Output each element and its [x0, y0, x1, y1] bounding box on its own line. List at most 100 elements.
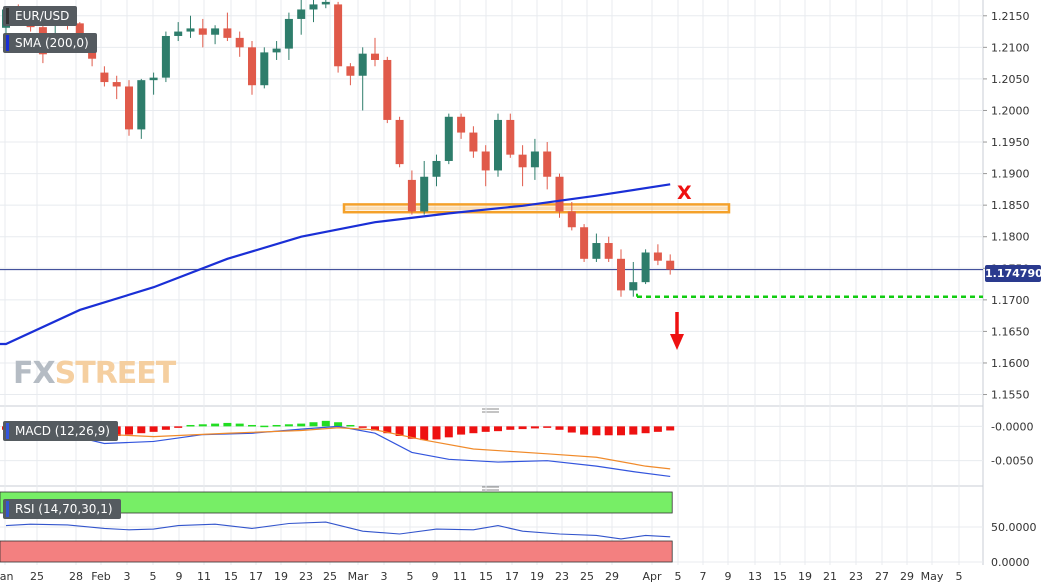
price-tick-label: 1.1900 — [991, 168, 1030, 181]
x-tick-label: Jan — [0, 570, 14, 583]
macd-histogram-bar — [555, 426, 564, 430]
macd-histogram-bar — [198, 424, 207, 427]
macd-histogram-bar — [371, 426, 379, 431]
macd-histogram-bar — [641, 426, 650, 434]
macd-histogram-bar — [321, 420, 330, 427]
macd-histogram-bar — [272, 424, 281, 427]
candle-body — [481, 151, 490, 171]
macd-histogram-bar — [161, 426, 170, 430]
watermark-street: STREET — [54, 356, 177, 391]
rsi-line — [5, 521, 671, 540]
candle-body — [149, 77, 158, 81]
macd-histogram-bar — [420, 426, 429, 441]
candle-body — [543, 151, 552, 177]
x-tick-label: 17 — [249, 570, 263, 583]
candle-body — [260, 52, 269, 86]
macd-label: MACD (12,26,9) — [15, 424, 110, 438]
macd-histogram-bar — [567, 426, 576, 433]
rsi-indicator-tag[interactable]: RSI (14,70,30,1) — [3, 499, 121, 519]
x-tick-label: 11 — [453, 570, 467, 583]
macd-histogram-bar — [506, 426, 515, 430]
candle-body — [100, 72, 109, 83]
candle-body — [567, 211, 576, 228]
instrument-tag[interactable]: EUR/USD — [3, 6, 78, 26]
x-tick-label: 25 — [30, 570, 44, 583]
instrument-color-bar — [6, 8, 9, 24]
candle-body — [494, 119, 502, 171]
macd-histogram-bar — [604, 426, 613, 436]
price-tick-label: 1.1800 — [991, 231, 1030, 244]
x-tick-label: 23 — [555, 570, 569, 583]
x-marker: X — [677, 182, 692, 204]
x-tick-label: 15 — [479, 570, 493, 583]
price-tick-label: 1.1650 — [991, 325, 1030, 338]
macd-tick-label: -0.0050 — [991, 455, 1033, 468]
macd-histogram-bar — [432, 426, 441, 440]
macd-histogram-bar — [186, 424, 195, 427]
x-tick-label: 21 — [823, 570, 837, 583]
macd-histogram-bar — [543, 426, 552, 428]
macd-color-bar — [6, 423, 9, 439]
price-tick-label: 1.1850 — [991, 199, 1030, 212]
instrument-label: EUR/USD — [15, 9, 70, 23]
pane-background — [0, 414, 983, 484]
macd-histogram-bar — [457, 426, 466, 435]
candle-body — [666, 260, 675, 270]
x-tick-label: 29 — [900, 570, 914, 583]
x-tick-label: 5 — [956, 570, 963, 583]
candle-body — [457, 116, 466, 133]
pane-background — [0, 0, 983, 404]
x-tick-label: 9 — [432, 570, 439, 583]
x-tick-label: May — [921, 570, 944, 583]
candle-body — [334, 4, 343, 67]
candle-body — [530, 151, 539, 168]
macd-histogram-bar — [149, 426, 158, 432]
macd-line — [5, 425, 671, 478]
x-tick-label: 17 — [505, 570, 519, 583]
candle-body — [272, 48, 281, 53]
macd-histogram-bar — [346, 424, 355, 427]
candle-body — [469, 132, 478, 152]
x-tick-label: 19 — [274, 570, 288, 583]
macd-histogram-bar — [580, 426, 589, 435]
macd-histogram-bar — [407, 426, 416, 439]
candle-body — [297, 9, 306, 19]
macd-histogram-bar — [248, 424, 256, 427]
rsi-overbought-band — [0, 491, 673, 514]
x-tick-label: 9 — [176, 570, 183, 583]
macd-histogram-bar — [235, 423, 244, 427]
sma-indicator-tag[interactable]: SMA (200,0) — [3, 33, 97, 53]
macd-histogram-bar — [629, 426, 638, 435]
candle-body — [137, 80, 146, 130]
macd-histogram-bar — [223, 422, 232, 427]
x-tick-label: 7 — [700, 570, 707, 583]
x-tick-label: 13 — [748, 570, 762, 583]
price-tick-label: 1.2050 — [991, 73, 1030, 86]
candle-body — [321, 1, 330, 5]
candle-body — [518, 154, 527, 168]
candle-body — [604, 243, 613, 259]
price-tick-label: 1.1550 — [991, 389, 1030, 402]
candle-body — [420, 176, 429, 212]
rsi-oversold-band — [0, 540, 673, 563]
x-tick-label: 3 — [381, 570, 388, 583]
candle-body — [235, 37, 244, 48]
price-tick-label: 1.2150 — [991, 10, 1030, 23]
rsi-color-bar — [6, 501, 9, 517]
rsi-tick-label: 0.0000 — [991, 556, 1030, 569]
macd-histogram-bar — [211, 423, 220, 427]
candle-body — [407, 179, 416, 212]
macd-indicator-tag[interactable]: MACD (12,26,9) — [3, 421, 118, 441]
candle-body — [174, 31, 183, 36]
candle-body — [248, 47, 256, 86]
candle-body — [641, 252, 650, 283]
macd-signal-line — [5, 424, 671, 470]
candle-body — [125, 86, 133, 130]
price-tick-label: 1.2000 — [991, 104, 1030, 117]
resistance-zone-fill — [344, 206, 729, 211]
x-tick-label: 15 — [773, 570, 787, 583]
x-tick-label: 11 — [197, 570, 211, 583]
macd-histogram-bar — [358, 426, 367, 428]
macd-histogram-bar — [297, 423, 306, 427]
